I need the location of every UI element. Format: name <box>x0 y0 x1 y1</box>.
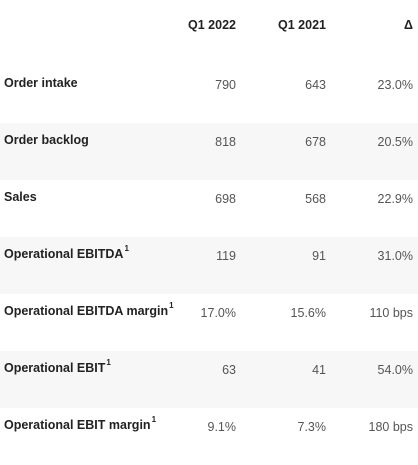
table-row: Operational EBIT1 63 41 54.0% <box>0 351 418 408</box>
cell-delta: 54.0% <box>377 363 413 377</box>
footnote-marker: 1 <box>169 301 174 310</box>
row-label: Sales <box>4 190 37 204</box>
table-row: Operational EBITDA1 119 91 31.0% <box>0 237 418 294</box>
cell-q1-2022: 9.1% <box>207 420 237 434</box>
cell-q1-2021: 15.6% <box>290 306 326 320</box>
cell-delta: 23.0% <box>377 78 413 92</box>
cell-q1-2021: 643 <box>305 78 326 92</box>
column-header-q1-2021: Q1 2021 <box>278 18 326 32</box>
footnote-marker: 1 <box>151 415 157 424</box>
row-label: Order intake <box>4 76 78 90</box>
table-header-row: Q1 2022 Q1 2021 Δ <box>0 0 418 67</box>
column-header-q1-2022: Q1 2022 <box>188 18 236 32</box>
row-label: Order backlog <box>4 133 89 147</box>
footnote-marker: 1 <box>106 358 111 367</box>
cell-q1-2022: 63 <box>222 363 236 377</box>
cell-delta: 180 bps <box>368 420 413 434</box>
table-row: Operational EBITDA margin1 17.0% 15.6% 1… <box>0 294 418 351</box>
row-label: Operational EBIT margin1 <box>4 415 157 432</box>
row-label: Operational EBITDA1 <box>4 244 129 261</box>
cell-delta: 22.9% <box>377 192 413 206</box>
cell-q1-2022: 698 <box>215 192 236 206</box>
row-label: Operational EBIT1 <box>4 358 111 375</box>
cell-q1-2021: 568 <box>305 192 326 206</box>
cell-q1-2022: 17.0% <box>200 306 236 320</box>
column-header-delta: Δ <box>404 18 413 32</box>
cell-q1-2021: 678 <box>305 135 326 149</box>
footnote-marker: 1 <box>124 244 129 253</box>
table-row: Sales 698 568 22.9% <box>0 180 418 237</box>
cell-delta: 20.5% <box>377 135 413 149</box>
cell-q1-2021: 91 <box>312 249 326 263</box>
cell-q1-2021: 41 <box>312 363 326 377</box>
row-label: Operational EBITDA margin1 <box>4 301 174 318</box>
cell-delta: 31.0% <box>377 249 413 263</box>
cell-delta: 110 bps <box>369 306 413 320</box>
table-row: Operational EBIT margin1 9.1% 7.3% 180 b… <box>0 408 418 465</box>
table-row: Order intake 790 643 23.0% <box>0 66 418 123</box>
cell-q1-2021: 7.3% <box>297 420 327 434</box>
table-row: Order backlog 818 678 20.5% <box>0 123 418 180</box>
cell-q1-2022: 790 <box>215 78 236 92</box>
cell-q1-2022: 818 <box>215 135 236 149</box>
cell-q1-2022: 119 <box>216 249 236 263</box>
